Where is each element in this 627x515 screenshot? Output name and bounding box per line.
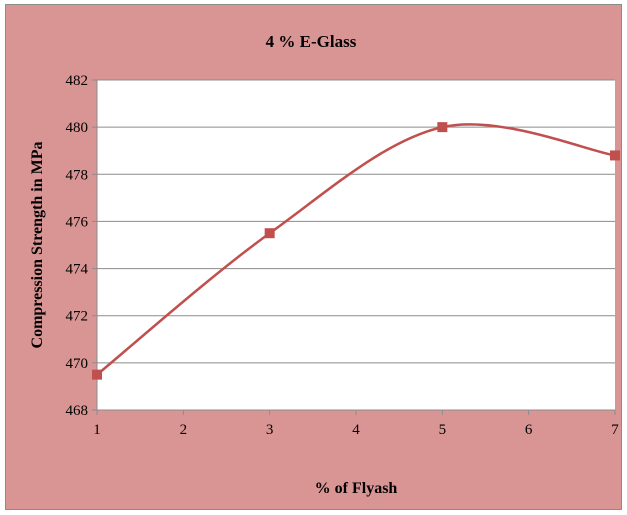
x-tick-label: 1	[93, 422, 101, 438]
y-tick-label: 478	[66, 167, 89, 183]
x-tick-label: 5	[439, 422, 447, 438]
x-tick-label: 4	[352, 422, 360, 438]
y-tick-label: 482	[66, 73, 89, 89]
x-axis-label: % of Flyash	[315, 480, 398, 497]
y-axis-label: Compression Strength in MPa	[29, 142, 46, 349]
y-tick-label: 470	[66, 356, 89, 372]
y-tick-label: 468	[66, 403, 89, 419]
x-tick-label: 3	[266, 422, 274, 438]
data-point-marker	[264, 228, 275, 239]
gridlines	[97, 79, 615, 364]
y-tick-label: 474	[66, 262, 89, 278]
y-tick-label: 476	[66, 214, 89, 230]
series-markers	[92, 122, 620, 380]
x-axis-ticks: 1 2 3 4 5 6 7	[93, 410, 619, 438]
data-point-marker	[610, 150, 620, 161]
x-tick-label: 7	[611, 422, 619, 438]
y-axis-ticks: 468 470 472 474 476 478 480 482	[66, 73, 97, 419]
plot-area	[97, 80, 615, 410]
x-tick-label: 2	[180, 422, 188, 438]
y-tick-label: 472	[66, 309, 89, 325]
y-tick-label: 480	[66, 120, 89, 136]
series-line	[96, 123, 616, 376]
x-tick-label: 6	[525, 422, 533, 438]
chart-title: 4 % E-Glass	[266, 32, 357, 51]
data-point-marker	[92, 369, 102, 380]
data-point-marker	[437, 122, 448, 133]
